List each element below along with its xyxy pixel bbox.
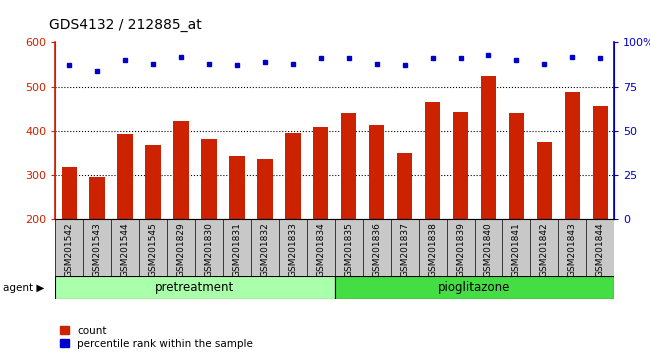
Text: GSM201842: GSM201842 — [540, 222, 549, 277]
Text: GSM201542: GSM201542 — [65, 222, 73, 277]
Text: agent ▶: agent ▶ — [3, 282, 45, 293]
Bar — [229, 156, 244, 219]
Bar — [453, 112, 468, 219]
Text: GSM201833: GSM201833 — [289, 222, 297, 277]
Text: pioglitazone: pioglitazone — [438, 281, 511, 294]
Bar — [335, 276, 614, 299]
Text: GSM201843: GSM201843 — [568, 222, 577, 277]
Bar — [509, 113, 524, 219]
Bar — [62, 167, 77, 219]
Bar — [285, 133, 300, 219]
Bar — [593, 106, 608, 219]
Text: GSM201829: GSM201829 — [177, 222, 185, 277]
Bar — [313, 127, 328, 219]
Bar — [257, 159, 272, 219]
Text: GSM201837: GSM201837 — [400, 222, 409, 277]
Bar — [425, 102, 440, 219]
Text: GSM201543: GSM201543 — [93, 222, 101, 277]
Text: GSM201830: GSM201830 — [205, 222, 213, 277]
Bar — [118, 134, 133, 219]
Bar — [537, 142, 552, 219]
Text: GSM201844: GSM201844 — [596, 222, 605, 277]
Bar — [341, 113, 356, 219]
Bar — [146, 145, 161, 219]
Text: GSM201835: GSM201835 — [344, 222, 353, 277]
Text: GSM201545: GSM201545 — [149, 222, 157, 277]
Text: GSM201840: GSM201840 — [484, 222, 493, 277]
Bar — [202, 139, 216, 219]
Text: GSM201832: GSM201832 — [261, 222, 269, 277]
Text: GSM201544: GSM201544 — [121, 222, 129, 277]
Legend: count, percentile rank within the sample: count, percentile rank within the sample — [60, 326, 253, 349]
Bar — [174, 121, 188, 219]
Bar — [397, 153, 412, 219]
Text: GSM201834: GSM201834 — [317, 222, 325, 277]
Bar — [369, 125, 384, 219]
Text: GSM201838: GSM201838 — [428, 222, 437, 277]
Bar — [565, 92, 580, 219]
Text: GSM201841: GSM201841 — [512, 222, 521, 277]
Text: pretreatment: pretreatment — [155, 281, 235, 294]
Bar — [481, 76, 496, 219]
Bar — [90, 177, 105, 219]
Text: GSM201839: GSM201839 — [456, 222, 465, 277]
Text: GSM201836: GSM201836 — [372, 222, 381, 277]
Text: GSM201831: GSM201831 — [233, 222, 241, 277]
Text: GDS4132 / 212885_at: GDS4132 / 212885_at — [49, 18, 202, 32]
Bar — [55, 276, 335, 299]
